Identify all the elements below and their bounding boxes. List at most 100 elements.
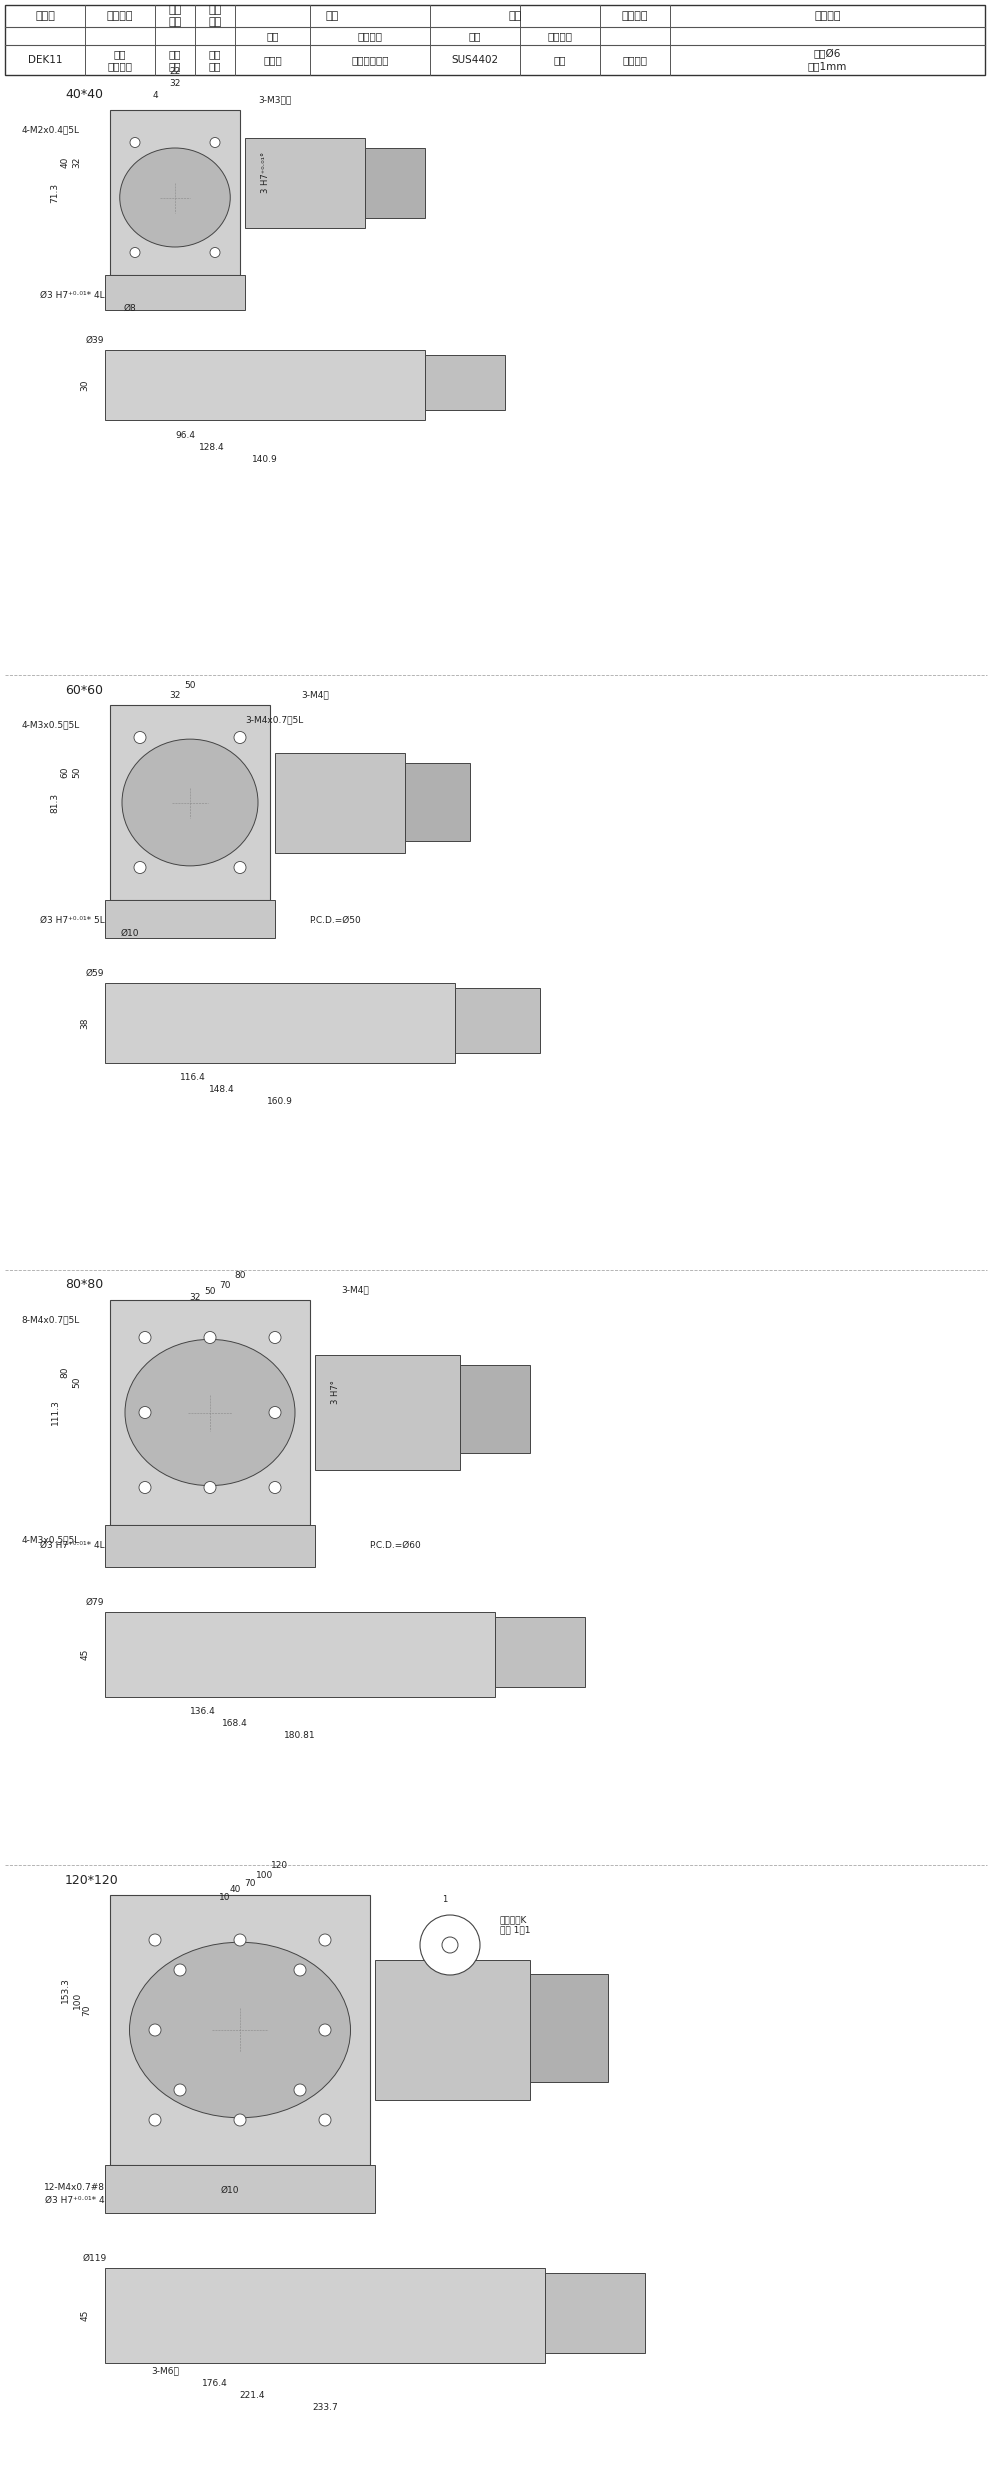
Circle shape: [130, 247, 140, 257]
Bar: [105, 901, 275, 938]
Circle shape: [134, 732, 146, 745]
Circle shape: [149, 2113, 161, 2125]
Circle shape: [149, 1935, 161, 1947]
Text: 50: 50: [72, 1376, 81, 1388]
Text: 80: 80: [234, 1272, 246, 1279]
Text: 221.4: 221.4: [239, 2390, 265, 2400]
Text: P.C.D.=Ø60: P.C.D.=Ø60: [369, 1541, 421, 1549]
Text: 材质: 材质: [266, 32, 279, 42]
Circle shape: [234, 2113, 246, 2125]
Text: 40: 40: [61, 156, 69, 168]
Text: 40: 40: [229, 1885, 241, 1895]
Text: 1: 1: [442, 1895, 447, 1905]
Text: 153.3: 153.3: [61, 1977, 69, 2004]
Text: 3-M3柱孔: 3-M3柱孔: [258, 96, 292, 104]
Bar: [105, 1524, 315, 1566]
Text: 3 H7°: 3 H7°: [330, 1380, 339, 1405]
Text: 71.3: 71.3: [51, 183, 60, 203]
Text: SUS4402: SUS4402: [451, 54, 499, 64]
Text: 120*120: 120*120: [65, 1873, 119, 1888]
Text: 系列码: 系列码: [35, 10, 55, 20]
Circle shape: [204, 1482, 216, 1494]
Text: 96.4: 96.4: [175, 430, 195, 440]
Ellipse shape: [122, 740, 258, 866]
Text: 70: 70: [82, 2004, 91, 2016]
Text: 12-M4x0.7#8: 12-M4x0.7#8: [44, 2182, 105, 2192]
Text: Ø10: Ø10: [121, 928, 139, 938]
Text: 出线方向: 出线方向: [622, 10, 648, 20]
Bar: [110, 1895, 370, 2165]
Text: 60*60: 60*60: [65, 683, 103, 698]
Circle shape: [319, 2113, 331, 2125]
Text: 80*80: 80*80: [65, 1279, 103, 1291]
Circle shape: [294, 1964, 306, 1977]
Circle shape: [134, 861, 146, 873]
Text: Ø3 H7⁺⁰·⁰¹* 5L: Ø3 H7⁺⁰·⁰¹* 5L: [41, 915, 105, 925]
Text: 铝合金: 铝合金: [263, 54, 282, 64]
Circle shape: [210, 139, 220, 148]
Bar: [405, 762, 470, 841]
Text: 50: 50: [72, 767, 81, 779]
Ellipse shape: [120, 148, 230, 247]
Circle shape: [139, 1482, 151, 1494]
Text: 70: 70: [219, 1282, 231, 1289]
Circle shape: [420, 1915, 480, 1974]
Text: 表面处理: 表面处理: [357, 32, 383, 42]
Text: 100: 100: [72, 1992, 81, 2009]
Text: 表面处理: 表面处理: [548, 32, 572, 42]
Text: 8-M4x0.7＊5L: 8-M4x0.7＊5L: [22, 1316, 80, 1324]
Circle shape: [210, 247, 220, 257]
Bar: [275, 752, 405, 854]
Text: 标准出线: 标准出线: [623, 54, 648, 64]
Text: 45: 45: [80, 2311, 89, 2321]
Text: DEK11: DEK11: [28, 54, 62, 64]
Text: 4-M2x0.4＊5L: 4-M2x0.4＊5L: [22, 126, 80, 134]
Circle shape: [149, 2024, 161, 2036]
Bar: [110, 705, 270, 901]
Circle shape: [204, 1331, 216, 1343]
Text: 32: 32: [189, 1294, 200, 1301]
Text: 50: 50: [204, 1286, 215, 1296]
Circle shape: [139, 1331, 151, 1343]
Text: 32: 32: [170, 79, 181, 87]
Text: Ø59: Ø59: [85, 967, 104, 977]
Bar: [530, 1974, 608, 2083]
Bar: [110, 1299, 310, 1524]
Text: Ø3 H7⁺⁰·⁰¹* 4L: Ø3 H7⁺⁰·⁰¹* 4L: [41, 1541, 105, 1549]
Bar: [105, 2269, 545, 2363]
Text: 材质: 材质: [469, 32, 481, 42]
Text: 160.9: 160.9: [267, 1098, 293, 1106]
Text: 100: 100: [256, 1870, 274, 1880]
Circle shape: [174, 2083, 186, 2095]
Text: 滑台: 滑台: [508, 10, 522, 20]
Text: 3-M4孔: 3-M4孔: [341, 1286, 369, 1294]
Circle shape: [319, 2024, 331, 2036]
Circle shape: [234, 861, 246, 873]
Text: 50: 50: [185, 680, 195, 690]
Text: 38: 38: [80, 1017, 89, 1029]
Circle shape: [130, 139, 140, 148]
Text: 斜角
滚珠轴承: 斜角 滚珠轴承: [107, 49, 133, 72]
Text: 局部视图K
比例 1：1: 局部视图K 比例 1：1: [500, 1915, 531, 1935]
Text: 3 H7⁺⁰·⁰¹°: 3 H7⁺⁰·⁰¹°: [261, 151, 270, 193]
Bar: [315, 1356, 460, 1470]
Text: 70: 70: [244, 1878, 256, 1888]
Bar: [425, 354, 505, 411]
Circle shape: [269, 1482, 281, 1494]
Bar: [245, 139, 365, 228]
Text: 180.81: 180.81: [284, 1732, 315, 1742]
Bar: [455, 987, 540, 1054]
Circle shape: [174, 1964, 186, 1977]
Bar: [365, 148, 425, 218]
Text: 有限
角度: 有限 角度: [169, 49, 182, 72]
Bar: [460, 1366, 530, 1452]
Circle shape: [269, 1331, 281, 1343]
Text: Ø3 H7⁺⁰·⁰¹* 4L: Ø3 H7⁺⁰·⁰¹* 4L: [41, 289, 105, 299]
Text: 168.4: 168.4: [222, 1719, 248, 1729]
Text: Ø39: Ø39: [85, 336, 104, 344]
Text: 22: 22: [170, 67, 181, 77]
Text: 81.3: 81.3: [51, 792, 60, 811]
Text: 3-M4孔: 3-M4孔: [302, 690, 329, 700]
Text: 传动
方式: 传动 方式: [208, 5, 221, 27]
Text: 148.4: 148.4: [209, 1086, 234, 1094]
